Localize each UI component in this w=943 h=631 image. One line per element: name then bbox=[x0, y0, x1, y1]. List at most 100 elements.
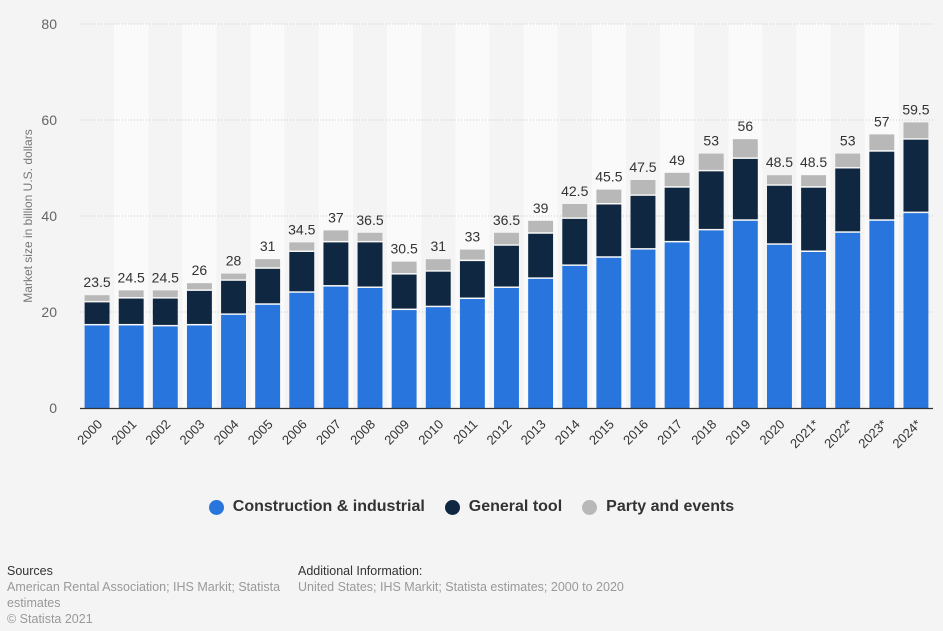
data-label: 48.5 bbox=[800, 154, 827, 170]
bar-general-tool[interactable] bbox=[494, 245, 519, 287]
bar-party-events[interactable] bbox=[630, 180, 656, 195]
bar-construction-industrial[interactable] bbox=[630, 249, 656, 408]
bar-general-tool[interactable] bbox=[869, 151, 895, 220]
bar-construction-industrial[interactable] bbox=[903, 213, 929, 408]
footer-additional-info: Additional Information: United States; I… bbox=[298, 563, 698, 595]
bar-party-events[interactable] bbox=[835, 153, 861, 167]
bar-construction-industrial[interactable] bbox=[801, 252, 827, 408]
legend-label: Construction & industrial bbox=[232, 498, 425, 515]
x-tick-label: 2024* bbox=[889, 417, 924, 452]
bar-construction-industrial[interactable] bbox=[255, 304, 281, 408]
bar-party-events[interactable] bbox=[528, 220, 554, 233]
bar-general-tool[interactable] bbox=[596, 204, 622, 257]
bar-construction-industrial[interactable] bbox=[357, 288, 383, 408]
bar-party-events[interactable] bbox=[186, 283, 212, 290]
bar-party-events[interactable] bbox=[152, 290, 178, 298]
legend-item-party-events[interactable]: Party and events bbox=[582, 498, 734, 516]
bar-general-tool[interactable] bbox=[152, 298, 178, 325]
bar-party-events[interactable] bbox=[903, 122, 929, 139]
bar-construction-industrial[interactable] bbox=[459, 299, 485, 408]
data-label: 57 bbox=[874, 113, 890, 129]
bar-construction-industrial[interactable] bbox=[118, 325, 144, 408]
bar-general-tool[interactable] bbox=[903, 139, 929, 212]
bar-construction-industrial[interactable] bbox=[84, 325, 110, 408]
legend-label: Party and events bbox=[606, 498, 735, 515]
bar-general-tool[interactable] bbox=[562, 218, 588, 265]
data-label: 24.5 bbox=[118, 269, 145, 285]
bar-general-tool[interactable] bbox=[630, 195, 656, 249]
x-axis-ticks: 2000 2001 2002 2003 2004 2005 2006 2007 2008 2009… bbox=[74, 417, 924, 452]
bar-general-tool[interactable] bbox=[221, 280, 246, 314]
legend-marker-general-tool bbox=[444, 499, 460, 515]
bar-construction-industrial[interactable] bbox=[425, 307, 451, 408]
bar-construction-industrial[interactable] bbox=[869, 220, 895, 408]
data-label: 31 bbox=[260, 238, 276, 254]
legend-marker-party-events bbox=[582, 499, 598, 515]
bar-party-events[interactable] bbox=[596, 189, 622, 203]
bar-construction-industrial[interactable] bbox=[289, 292, 315, 408]
y-tick-label: 0 bbox=[49, 400, 57, 416]
bar-party-events[interactable] bbox=[221, 273, 246, 280]
bar-general-tool[interactable] bbox=[425, 271, 451, 306]
bar-party-events[interactable] bbox=[562, 204, 588, 218]
bar-construction-industrial[interactable] bbox=[391, 310, 417, 408]
bar-construction-industrial[interactable] bbox=[186, 325, 212, 408]
bar-general-tool[interactable] bbox=[186, 290, 212, 324]
x-tick-label: 2015 bbox=[586, 417, 617, 448]
bar-construction-industrial[interactable] bbox=[767, 244, 792, 408]
y-tick-label: 20 bbox=[41, 304, 57, 320]
bar-party-events[interactable] bbox=[289, 242, 315, 251]
x-tick-label: 2016 bbox=[620, 417, 651, 448]
bar-party-events[interactable] bbox=[801, 175, 827, 187]
bar-general-tool[interactable] bbox=[391, 274, 417, 309]
bar-party-events[interactable] bbox=[459, 249, 485, 260]
bar-construction-industrial[interactable] bbox=[528, 278, 554, 408]
x-tick-label: 2020 bbox=[757, 417, 788, 448]
x-tick-label: 2007 bbox=[313, 417, 344, 448]
bar-party-events[interactable] bbox=[118, 290, 144, 298]
legend-item-construction[interactable]: Construction & industrial bbox=[208, 498, 425, 516]
bar-party-events[interactable] bbox=[323, 230, 349, 241]
bar-construction-industrial[interactable] bbox=[221, 314, 246, 408]
bar-construction-industrial[interactable] bbox=[152, 326, 178, 408]
bar-general-tool[interactable] bbox=[528, 233, 554, 278]
x-tick-label: 2010 bbox=[415, 417, 446, 448]
bar-construction-industrial[interactable] bbox=[698, 230, 724, 408]
bar-general-tool[interactable] bbox=[459, 261, 485, 298]
bar-general-tool[interactable] bbox=[664, 187, 690, 241]
bar-general-tool[interactable] bbox=[698, 171, 724, 229]
bar-general-tool[interactable] bbox=[84, 302, 110, 324]
bar-general-tool[interactable] bbox=[255, 268, 281, 304]
bar-general-tool[interactable] bbox=[118, 298, 144, 324]
sources-text[interactable]: American Rental Association; IHS Markit;… bbox=[7, 580, 281, 610]
bar-party-events[interactable] bbox=[698, 153, 724, 170]
bar-party-events[interactable] bbox=[767, 175, 792, 185]
bar-construction-industrial[interactable] bbox=[835, 232, 861, 408]
bar-general-tool[interactable] bbox=[357, 242, 383, 287]
bar-party-events[interactable] bbox=[732, 139, 758, 158]
bar-general-tool[interactable] bbox=[767, 185, 792, 244]
data-label: 48.5 bbox=[766, 154, 793, 170]
bar-construction-industrial[interactable] bbox=[664, 242, 690, 408]
bar-construction-industrial[interactable] bbox=[596, 257, 622, 408]
legend-item-general-tool[interactable]: General tool bbox=[444, 498, 562, 516]
bar-construction-industrial[interactable] bbox=[494, 288, 519, 408]
bar-party-events[interactable] bbox=[869, 134, 895, 151]
bar-party-events[interactable] bbox=[494, 232, 519, 245]
bar-general-tool[interactable] bbox=[289, 252, 315, 292]
bar-general-tool[interactable] bbox=[323, 242, 349, 286]
bar-construction-industrial[interactable] bbox=[562, 265, 588, 408]
bar-party-events[interactable] bbox=[664, 172, 690, 187]
bar-party-events[interactable] bbox=[425, 259, 451, 271]
bar-construction-industrial[interactable] bbox=[732, 220, 758, 408]
data-label: 59.5 bbox=[902, 101, 929, 117]
bar-general-tool[interactable] bbox=[732, 158, 758, 220]
bar-party-events[interactable] bbox=[84, 295, 110, 301]
bar-construction-industrial[interactable] bbox=[323, 286, 349, 408]
bar-general-tool[interactable] bbox=[835, 168, 861, 232]
bar-party-events[interactable] bbox=[255, 259, 281, 268]
bar-party-events[interactable] bbox=[391, 261, 417, 274]
x-tick-label: 2017 bbox=[654, 417, 685, 448]
bar-party-events[interactable] bbox=[357, 232, 383, 241]
bar-general-tool[interactable] bbox=[801, 187, 827, 251]
